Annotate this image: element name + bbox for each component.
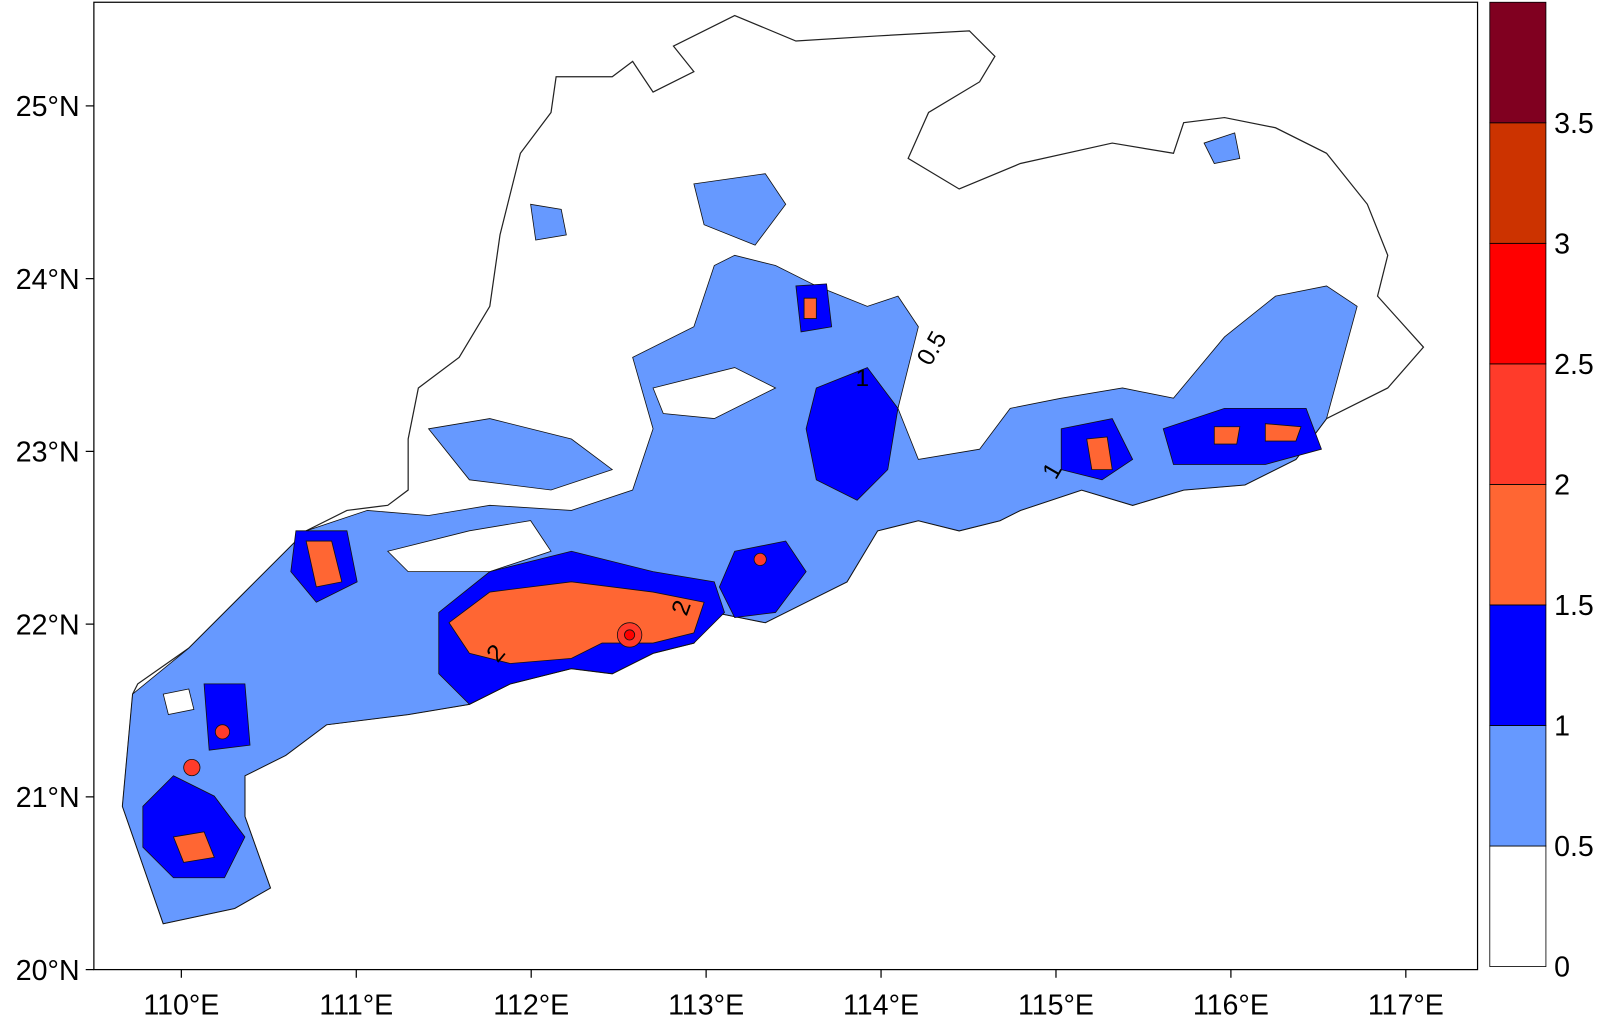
x-tick-label: 116°E	[1193, 990, 1269, 1022]
contour-fill	[172, 831, 215, 863]
contour-fill	[693, 173, 787, 246]
colorbar-segment	[1489, 483, 1547, 606]
contour-fill	[652, 367, 777, 419]
contour-fill	[718, 540, 807, 619]
colorbar-label: 3	[1554, 229, 1570, 261]
contour-fill	[214, 724, 230, 740]
contour-fill	[305, 540, 343, 588]
colorbar-segment	[1489, 725, 1547, 847]
y-tick-label: 21°N	[16, 782, 80, 814]
contour-fill	[203, 683, 251, 751]
y-tick-label: 23°N	[16, 437, 80, 469]
contour-fill	[183, 758, 201, 777]
x-tick-label: 113°E	[668, 990, 744, 1022]
colorbar-segment	[1489, 1, 1547, 124]
contour-fill	[427, 418, 614, 491]
colorbar-label: 1	[1554, 711, 1570, 743]
contour-fill	[753, 552, 767, 566]
x-tick-label: 115°E	[1018, 990, 1094, 1022]
contour-fill	[530, 203, 567, 241]
contour-fill	[142, 775, 246, 879]
x-tick-label: 117°E	[1368, 990, 1444, 1022]
colorbar-label: 2	[1554, 470, 1570, 502]
colorbar-segment	[1489, 604, 1547, 726]
plot-frame	[93, 1, 1479, 971]
contour-fill	[803, 297, 817, 319]
colorbar-segment	[1489, 363, 1547, 485]
contour-fill	[624, 629, 636, 641]
contour-fill	[1203, 132, 1241, 164]
colorbar-label: 3.5	[1554, 108, 1594, 140]
contour-fill	[162, 688, 195, 715]
x-tick-label: 111°E	[319, 990, 393, 1022]
x-tick-label: 112°E	[493, 990, 569, 1022]
contour-fill	[386, 520, 552, 573]
contour-fill	[1264, 423, 1302, 442]
colorbar-label: 0	[1554, 952, 1570, 984]
contour-fill	[448, 581, 705, 664]
x-tick-label: 110°E	[143, 990, 219, 1022]
colorbar-segment	[1489, 242, 1547, 365]
y-tick-label: 22°N	[16, 609, 80, 641]
y-tick-label: 20°N	[16, 955, 80, 987]
contour-label: 1	[855, 365, 869, 392]
y-tick-label: 24°N	[16, 264, 80, 296]
colorbar-segment	[1489, 122, 1547, 244]
contour-fills	[121, 14, 1425, 925]
contour-fill	[805, 367, 899, 501]
contour-fill	[1213, 426, 1241, 445]
colorbar-label: 1.5	[1554, 590, 1594, 622]
y-tick-label: 25°N	[16, 91, 80, 123]
colorbar-label: 0.5	[1554, 831, 1594, 863]
colorbar-label: 2.5	[1554, 349, 1594, 381]
colorbar-segment	[1489, 845, 1547, 967]
contour-fill	[1162, 407, 1322, 465]
x-tick-label: 114°E	[843, 990, 919, 1022]
contour-fill	[1086, 436, 1113, 471]
